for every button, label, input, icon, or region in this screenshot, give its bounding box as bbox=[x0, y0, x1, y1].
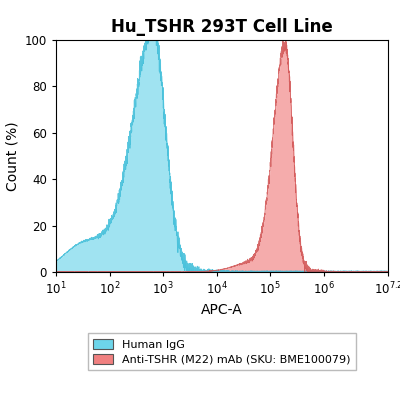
Legend: Human IgG, Anti-TSHR (M22) mAb (SKU: BME100079): Human IgG, Anti-TSHR (M22) mAb (SKU: BME… bbox=[88, 333, 356, 370]
X-axis label: APC-A: APC-A bbox=[201, 303, 243, 317]
Y-axis label: Count (%): Count (%) bbox=[5, 121, 19, 191]
Title: Hu_TSHR 293T Cell Line: Hu_TSHR 293T Cell Line bbox=[111, 18, 333, 36]
